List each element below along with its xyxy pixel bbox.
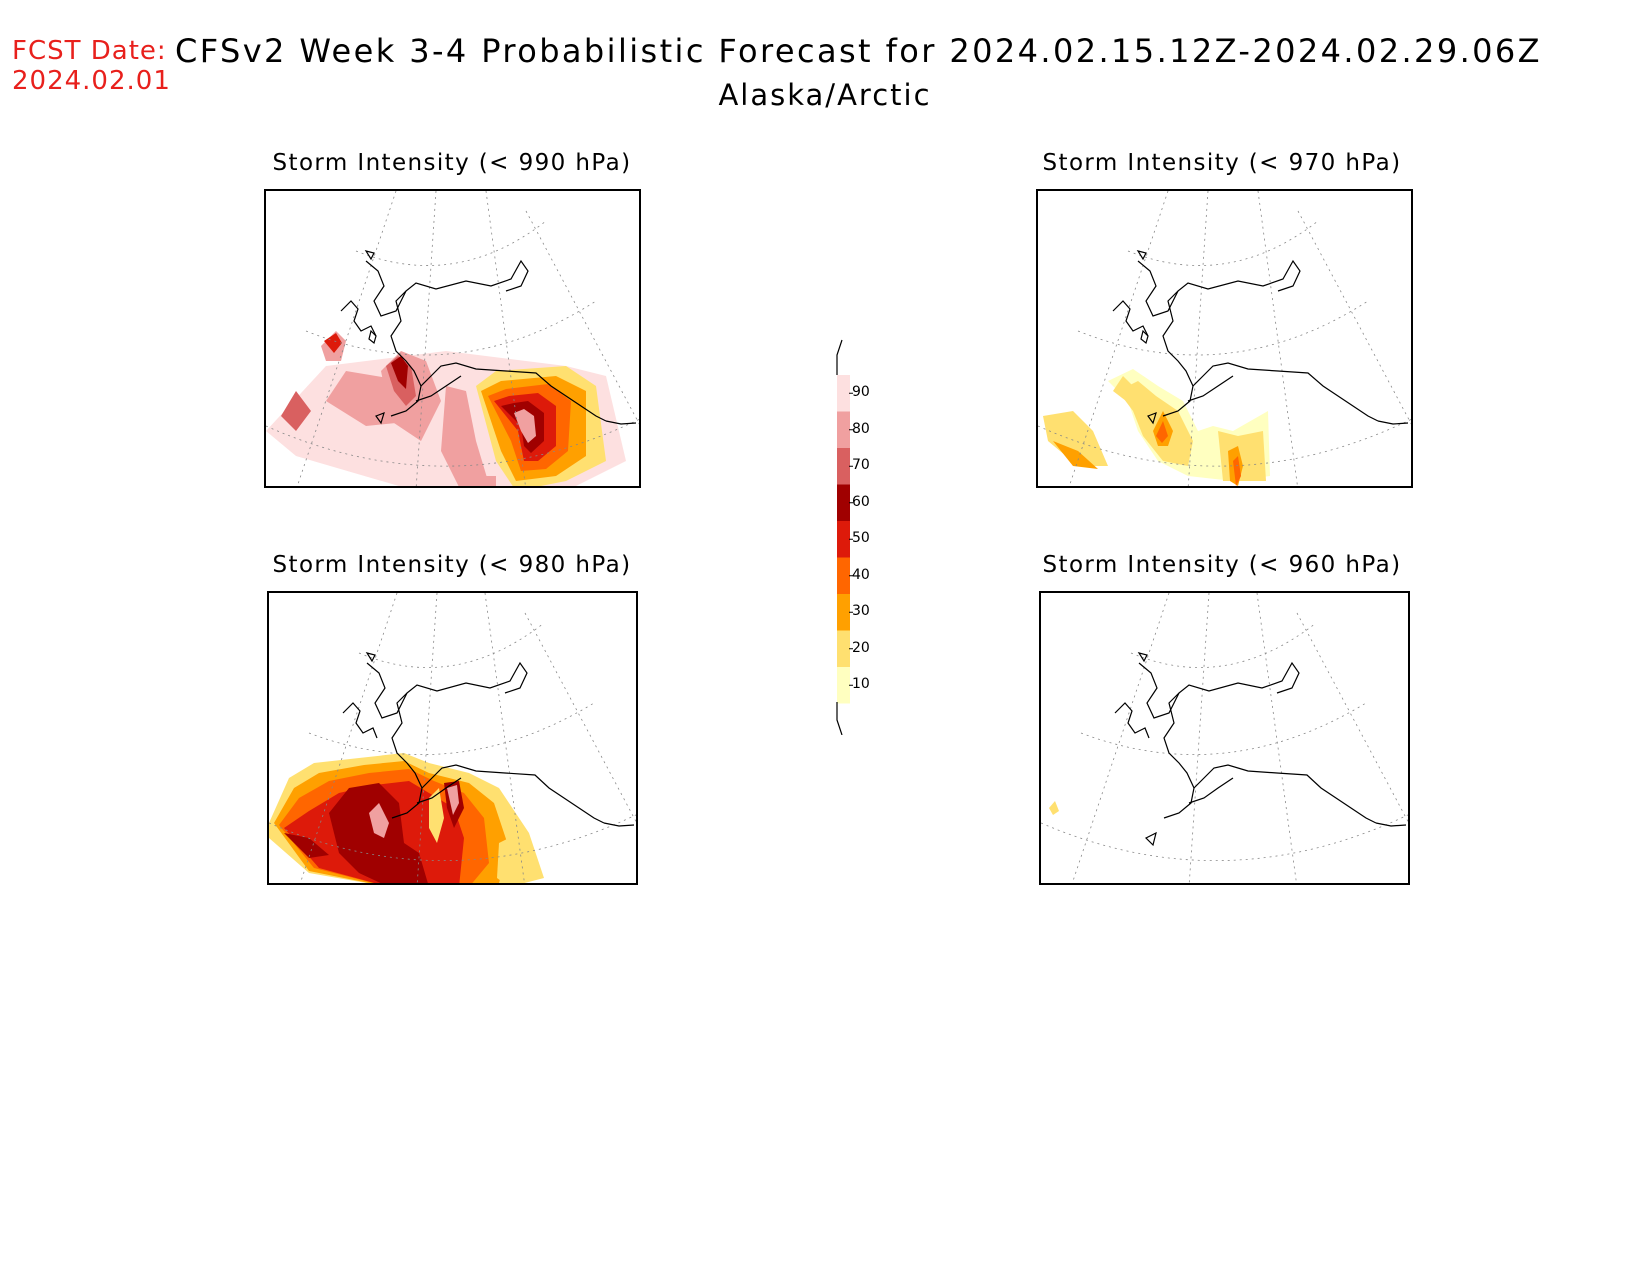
- colorbar-swatch-2: [837, 448, 850, 485]
- colorbar-swatch-5: [837, 557, 850, 594]
- shading-990: [266, 331, 626, 486]
- map-panel-980: [267, 591, 638, 885]
- coastline-990: [340, 250, 637, 425]
- colorbar-label-90: 90: [852, 384, 870, 401]
- map-990: [266, 191, 639, 486]
- fcst-label-text: FCST Date:: [12, 36, 167, 66]
- colorbar-top-cap: [836, 339, 843, 375]
- map-980: [269, 593, 636, 883]
- colorbar-swatch-1: [837, 411, 850, 448]
- colorbar-label-60: 60: [852, 493, 870, 510]
- colorbar-label-50: 50: [852, 530, 870, 547]
- panel-title-960: Storm Intensity (< 960 hPa): [1042, 552, 1402, 578]
- shading-980: [269, 753, 544, 883]
- panel-title-980: Storm Intensity (< 980 hPa): [272, 552, 632, 578]
- colorbar-swatch-6: [837, 594, 850, 631]
- colorbar-swatch-3: [837, 484, 850, 521]
- map-960: [1041, 593, 1408, 883]
- grid-960: [1041, 593, 1408, 883]
- panel-title-970: Storm Intensity (< 970 hPa): [1042, 150, 1402, 176]
- grid-980: [269, 593, 636, 883]
- coastline-960: [1114, 652, 1407, 847]
- page-title: CFSv2 Week 3-4 Probabilistic Forecast fo…: [175, 32, 1542, 70]
- colorbar-swatch-8: [837, 667, 850, 704]
- colorbar-ticks: [849, 392, 853, 686]
- grid-970: [1038, 191, 1411, 486]
- shading-960: [1049, 801, 1059, 815]
- map-panel-990: [264, 189, 641, 488]
- coastline-980: [342, 652, 635, 827]
- colorbar-label-30: 30: [852, 603, 870, 620]
- shading-970: [1043, 369, 1270, 486]
- colorbar-label-40: 40: [852, 566, 870, 583]
- coastline-970: [1112, 250, 1409, 425]
- fcst-label: FCST Date: 2024.02.01: [12, 36, 171, 96]
- map-panel-970: [1036, 189, 1413, 488]
- map-panel-960: [1039, 591, 1410, 885]
- colorbar-label-70: 70: [852, 457, 870, 474]
- colorbar-swatch-7: [837, 630, 850, 667]
- region-subtitle: Alaska/Arctic: [718, 78, 932, 112]
- colorbar: [836, 339, 853, 735]
- colorbar-swatch-4: [837, 521, 850, 558]
- colorbar-label-10: 10: [852, 676, 870, 693]
- colorbar-swatches: [837, 375, 850, 704]
- colorbar-swatch-0: [837, 375, 850, 412]
- colorbar-label-20: 20: [852, 639, 870, 656]
- fcst-date: 2024.02.01: [12, 66, 171, 96]
- panel-title-990: Storm Intensity (< 990 hPa): [272, 150, 632, 176]
- colorbar-bottom-cap: [836, 702, 843, 735]
- grid-990: [266, 191, 639, 486]
- map-970: [1038, 191, 1411, 486]
- colorbar-label-80: 80: [852, 420, 870, 437]
